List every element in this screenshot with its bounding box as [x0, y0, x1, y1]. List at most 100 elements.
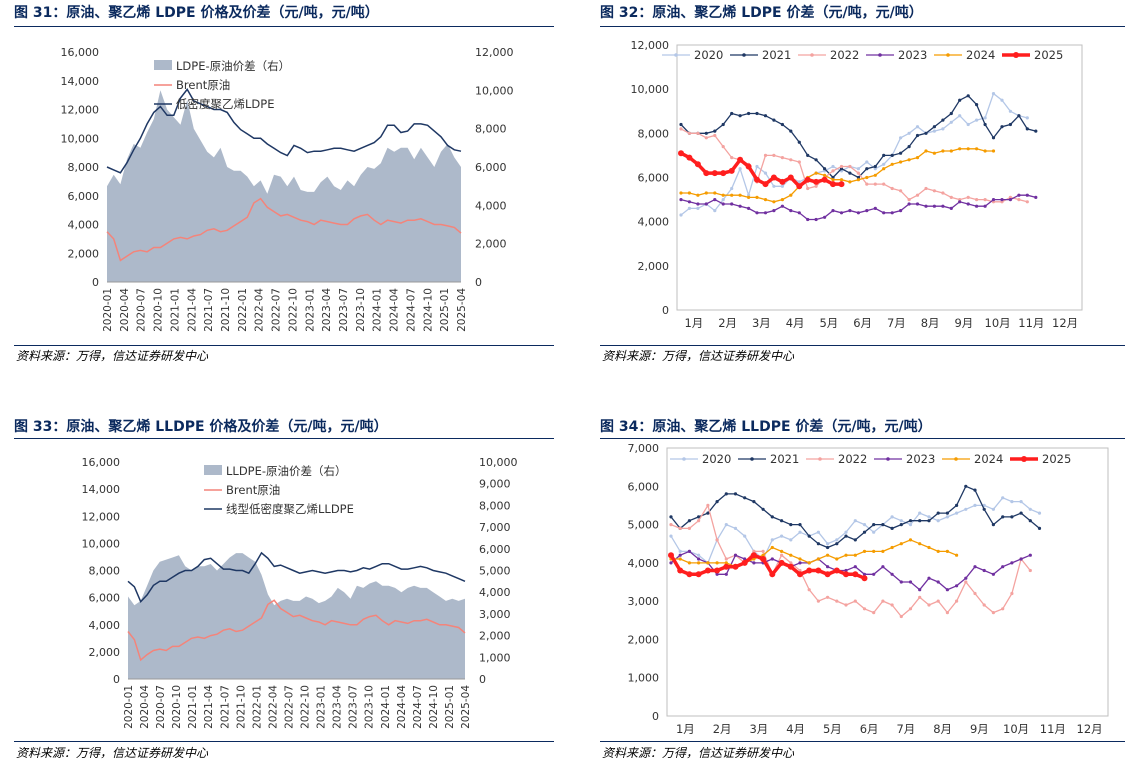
data-point-2024 — [890, 545, 894, 550]
data-point-2021 — [966, 94, 970, 98]
data-point-2025 — [732, 563, 739, 570]
data-point-2023 — [772, 209, 776, 213]
data-point-2024 — [890, 162, 894, 166]
data-point-2024 — [724, 561, 728, 565]
legend-marker — [1021, 456, 1027, 462]
legend-marker — [1013, 52, 1019, 58]
data-point-2025 — [787, 174, 794, 181]
x-tick-label: 2月 — [718, 316, 737, 330]
y-left-tick-label: 8,000 — [68, 161, 100, 174]
data-point-2023 — [872, 572, 876, 576]
data-point-2024 — [862, 549, 867, 553]
x-tick-label: 7月 — [896, 722, 915, 736]
series-line-2022 — [670, 503, 1031, 618]
x-tick-label: 2024-07 — [412, 685, 424, 729]
legend-label: 2022 — [830, 48, 859, 62]
legend-label: LDPE-原油价差（右） — [176, 59, 290, 73]
data-point-2025 — [796, 183, 803, 190]
data-point-2021 — [831, 175, 835, 180]
data-point-2021 — [730, 111, 734, 116]
data-point-2022 — [814, 184, 818, 188]
data-point-2023 — [823, 215, 827, 219]
series-line-pe_line — [127, 551, 466, 604]
data-point-2022 — [964, 580, 968, 584]
data-point-2020 — [797, 180, 801, 184]
x-tick-label: 4月 — [786, 316, 805, 330]
figure-31-panel: 图 31：原油、聚乙烯 LDPE 价格及价差（元/吨，元/吨） 0 2,000 4,… — [14, 2, 564, 372]
data-point-2024 — [721, 193, 725, 197]
data-point-2021 — [679, 122, 683, 127]
data-point-2022 — [696, 131, 700, 135]
data-point-2023 — [687, 200, 691, 204]
data-point-2021 — [789, 523, 793, 527]
data-point-2025 — [741, 559, 748, 566]
data-point-2022 — [835, 599, 839, 603]
data-point-2020 — [798, 530, 802, 534]
data-point-2022 — [865, 182, 869, 186]
data-point-2024 — [730, 193, 734, 197]
data-point-2021 — [713, 129, 717, 133]
data-point-2021 — [927, 519, 931, 523]
y-right-tick-label: 6,000 — [475, 161, 507, 174]
data-point-2020 — [816, 530, 820, 534]
data-point-2021 — [1017, 114, 1021, 118]
data-point-2025 — [821, 176, 828, 183]
data-point-2024 — [814, 171, 818, 175]
data-point-2022 — [697, 519, 701, 523]
data-point-2022 — [983, 198, 987, 202]
data-point-2022 — [715, 538, 719, 542]
x-tick-label: 2023-07 — [338, 288, 350, 332]
figure-32-source: 资料来源：万得，信达证券研发中心 — [602, 349, 795, 363]
data-point-2025 — [770, 174, 777, 181]
data-point-2021 — [881, 523, 885, 527]
legend-marker — [818, 457, 822, 461]
x-tick-label: 2024-01 — [380, 685, 392, 729]
data-point-2022 — [789, 158, 793, 162]
data-point-2022 — [907, 198, 911, 202]
data-point-2022 — [991, 611, 995, 615]
data-point-2022 — [687, 526, 691, 530]
data-point-2022 — [831, 169, 835, 173]
data-point-2020 — [724, 523, 728, 527]
x-tick-label: 10月 — [1003, 722, 1029, 736]
data-point-2023 — [955, 584, 959, 588]
data-point-2022 — [856, 171, 860, 175]
legend-marker — [878, 53, 882, 57]
data-point-2025 — [720, 170, 727, 177]
data-point-2023 — [733, 553, 738, 557]
data-point-2020 — [856, 167, 860, 171]
x-tick-label: 2月 — [713, 722, 732, 736]
data-point-2021 — [1000, 125, 1004, 129]
legend-label: 2022 — [838, 452, 867, 466]
data-point-2023 — [1001, 565, 1005, 569]
data-point-2023 — [763, 211, 768, 215]
x-tick-label: 11月 — [1040, 722, 1066, 736]
data-point-2025 — [714, 567, 721, 574]
data-point-2021 — [797, 140, 801, 144]
data-point-2023 — [743, 557, 747, 561]
data-point-2024 — [835, 557, 839, 561]
data-point-2022 — [918, 595, 922, 599]
data-point-2022 — [772, 153, 776, 157]
x-tick-label: 2023-01 — [304, 288, 316, 332]
data-point-2021 — [853, 538, 857, 542]
x-tick-label: 3月 — [752, 316, 771, 330]
x-tick-label: 2020-01 — [102, 288, 114, 332]
data-point-2023 — [890, 211, 894, 215]
x-tick-label: 2022-07 — [271, 288, 283, 332]
data-point-2020 — [697, 553, 701, 557]
data-point-2020 — [713, 209, 717, 213]
data-point-2023 — [798, 561, 802, 565]
data-point-2022 — [706, 503, 710, 507]
data-point-2020 — [975, 118, 979, 122]
data-point-2023 — [915, 202, 920, 206]
figure-33-title: 图 33：原油、聚乙烯 LLDPE 价格及价差（元/吨，元/吨） — [14, 419, 388, 435]
data-point-2023 — [831, 209, 835, 213]
data-point-2023 — [844, 568, 848, 573]
data-point-2023 — [797, 211, 801, 215]
data-point-2021 — [704, 131, 708, 135]
data-point-2020 — [949, 120, 953, 124]
data-point-2024 — [780, 198, 784, 202]
y-right-tick-label: 10,000 — [479, 456, 518, 469]
data-point-2022 — [982, 603, 986, 607]
